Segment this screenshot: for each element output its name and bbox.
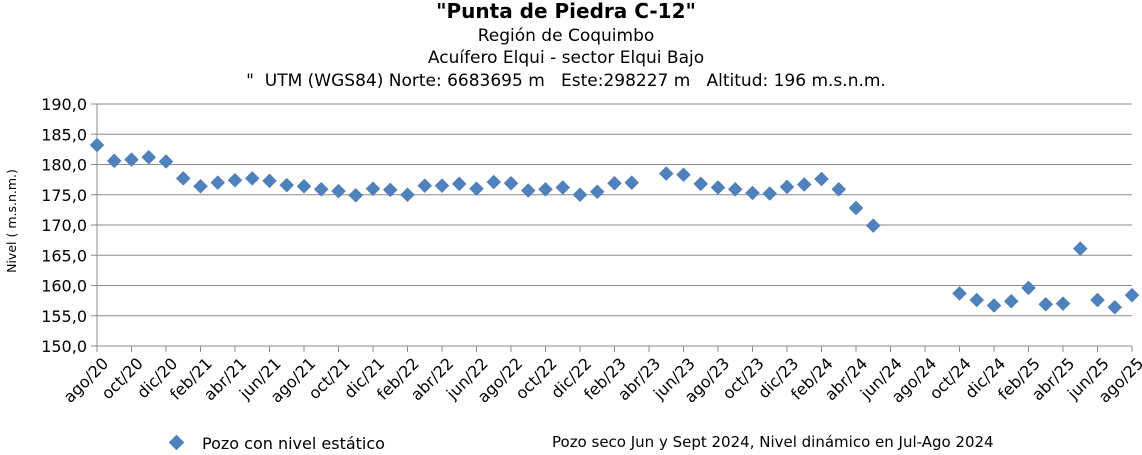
- data-point: [779, 179, 795, 195]
- data-point: [831, 181, 847, 197]
- x-tick-label: ago/20: [60, 354, 113, 407]
- y-tick-label: 185,0: [41, 125, 87, 144]
- data-point: [175, 171, 191, 186]
- y-axis-label: Nivel ( m.s.n.m.): [4, 169, 19, 273]
- y-tick-label: 190,0: [41, 95, 87, 114]
- data-point: [227, 172, 243, 188]
- data-point: [451, 176, 467, 192]
- x-tick-labels: ago/20oct/20dic/20feb/21abr/21jun/21ago/…: [60, 346, 1142, 407]
- data-point: [400, 187, 415, 203]
- data-point: [658, 166, 674, 181]
- chart-subtitle-aquifer: Acuífero Elqui - sector Elqui Bajo: [428, 48, 704, 68]
- data-point: [952, 286, 967, 301]
- data-point: [538, 181, 553, 197]
- data-point: [382, 182, 398, 198]
- data-point: [727, 181, 743, 197]
- chart-subtitle-coordinates: " UTM (WGS84) Norte: 6683695 m Este:2982…: [246, 71, 886, 91]
- data-point: [244, 171, 260, 186]
- y-tick-label: 160,0: [41, 277, 87, 296]
- legend-marker: [168, 434, 185, 451]
- data-point: [589, 184, 605, 200]
- data-point: [313, 181, 329, 197]
- data-point: [262, 173, 277, 189]
- data-point: [969, 292, 985, 308]
- data-point: [296, 178, 312, 194]
- data-point: [745, 185, 760, 201]
- data-point: [141, 149, 157, 165]
- y-tick-label: 170,0: [41, 216, 87, 235]
- data-point: [1055, 296, 1071, 312]
- data-point: [348, 188, 364, 203]
- data-point: [676, 167, 691, 183]
- y-tick-label: 175,0: [41, 186, 87, 205]
- data-points: [89, 137, 1140, 315]
- y-tick-label: 155,0: [41, 307, 87, 326]
- data-point: [814, 171, 829, 187]
- data-point: [279, 177, 295, 193]
- y-tick-labels: 190,0 185,0 180,0 175,0 170,0 165,0 160,0 155,0…: [41, 95, 87, 356]
- data-point: [124, 152, 139, 168]
- data-point: [710, 180, 726, 195]
- legend-label: Pozo con nivel estático: [202, 434, 385, 453]
- data-point: [1021, 280, 1036, 296]
- data-point: [434, 178, 450, 194]
- data-point: [106, 153, 122, 169]
- data-point: [417, 178, 433, 194]
- data-point: [1107, 299, 1123, 315]
- data-point: [607, 175, 622, 191]
- data-point: [193, 178, 208, 194]
- data-point: [1090, 292, 1105, 308]
- data-point: [572, 187, 588, 203]
- data-point: [503, 175, 519, 191]
- data-point: [624, 175, 640, 191]
- data-point: [365, 181, 381, 197]
- data-point: [1124, 287, 1140, 303]
- data-point: [158, 154, 174, 169]
- data-point: [1003, 293, 1019, 309]
- data-point: [331, 183, 346, 199]
- data-point: [796, 177, 812, 192]
- data-point: [986, 298, 1002, 313]
- data-point: [1038, 296, 1054, 312]
- data-point: [865, 218, 881, 233]
- chart-title: "Punta de Piedra C-12": [436, 0, 696, 23]
- data-point: [486, 174, 502, 190]
- data-point: [555, 180, 571, 195]
- grid-lines: [91, 103, 1132, 347]
- data-point: [89, 137, 105, 153]
- data-point: [520, 183, 536, 198]
- y-tick-label: 165,0: [41, 246, 87, 265]
- y-tick-label: 150,0: [41, 337, 87, 356]
- data-point: [469, 181, 484, 197]
- data-point: [762, 186, 778, 201]
- data-point: [1072, 241, 1088, 256]
- data-point: [848, 200, 864, 216]
- chart-subtitle-region: Región de Coquimbo: [478, 26, 655, 46]
- data-point: [693, 176, 709, 192]
- data-point: [210, 175, 226, 191]
- chart-annotation: Pozo seco Jun y Sept 2024, Nivel dinámic…: [552, 433, 994, 451]
- y-tick-label: 180,0: [41, 156, 87, 175]
